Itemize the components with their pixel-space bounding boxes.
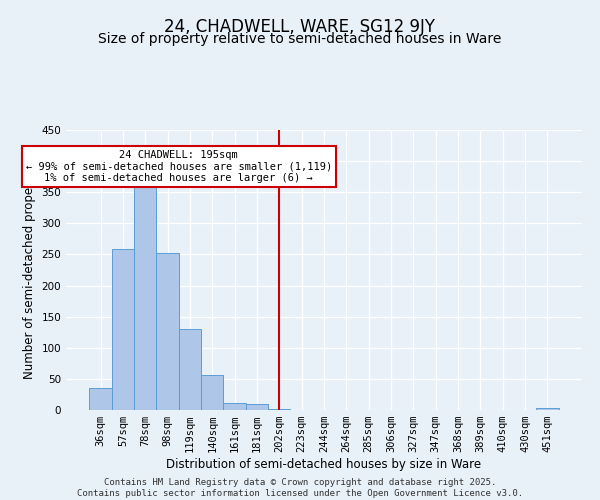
Bar [134, 176, 157, 410]
X-axis label: Distribution of semi-detached houses by size in Ware: Distribution of semi-detached houses by … [166, 458, 482, 471]
Bar [223, 403, 246, 410]
Text: Contains HM Land Registry data © Crown copyright and database right 2025.
Contai: Contains HM Land Registry data © Crown c… [77, 478, 523, 498]
Bar [112, 250, 134, 410]
Bar [536, 408, 559, 410]
Text: 24, CHADWELL, WARE, SG12 9JY: 24, CHADWELL, WARE, SG12 9JY [164, 18, 436, 36]
Text: Size of property relative to semi-detached houses in Ware: Size of property relative to semi-detach… [98, 32, 502, 46]
Y-axis label: Number of semi-detached properties: Number of semi-detached properties [23, 160, 36, 380]
Text: 24 CHADWELL: 195sqm
← 99% of semi-detached houses are smaller (1,119)
1% of semi: 24 CHADWELL: 195sqm ← 99% of semi-detach… [26, 150, 332, 183]
Bar [201, 374, 223, 410]
Bar [268, 409, 290, 410]
Bar [157, 253, 179, 410]
Bar [246, 404, 268, 410]
Bar [179, 329, 201, 410]
Bar [89, 388, 112, 410]
